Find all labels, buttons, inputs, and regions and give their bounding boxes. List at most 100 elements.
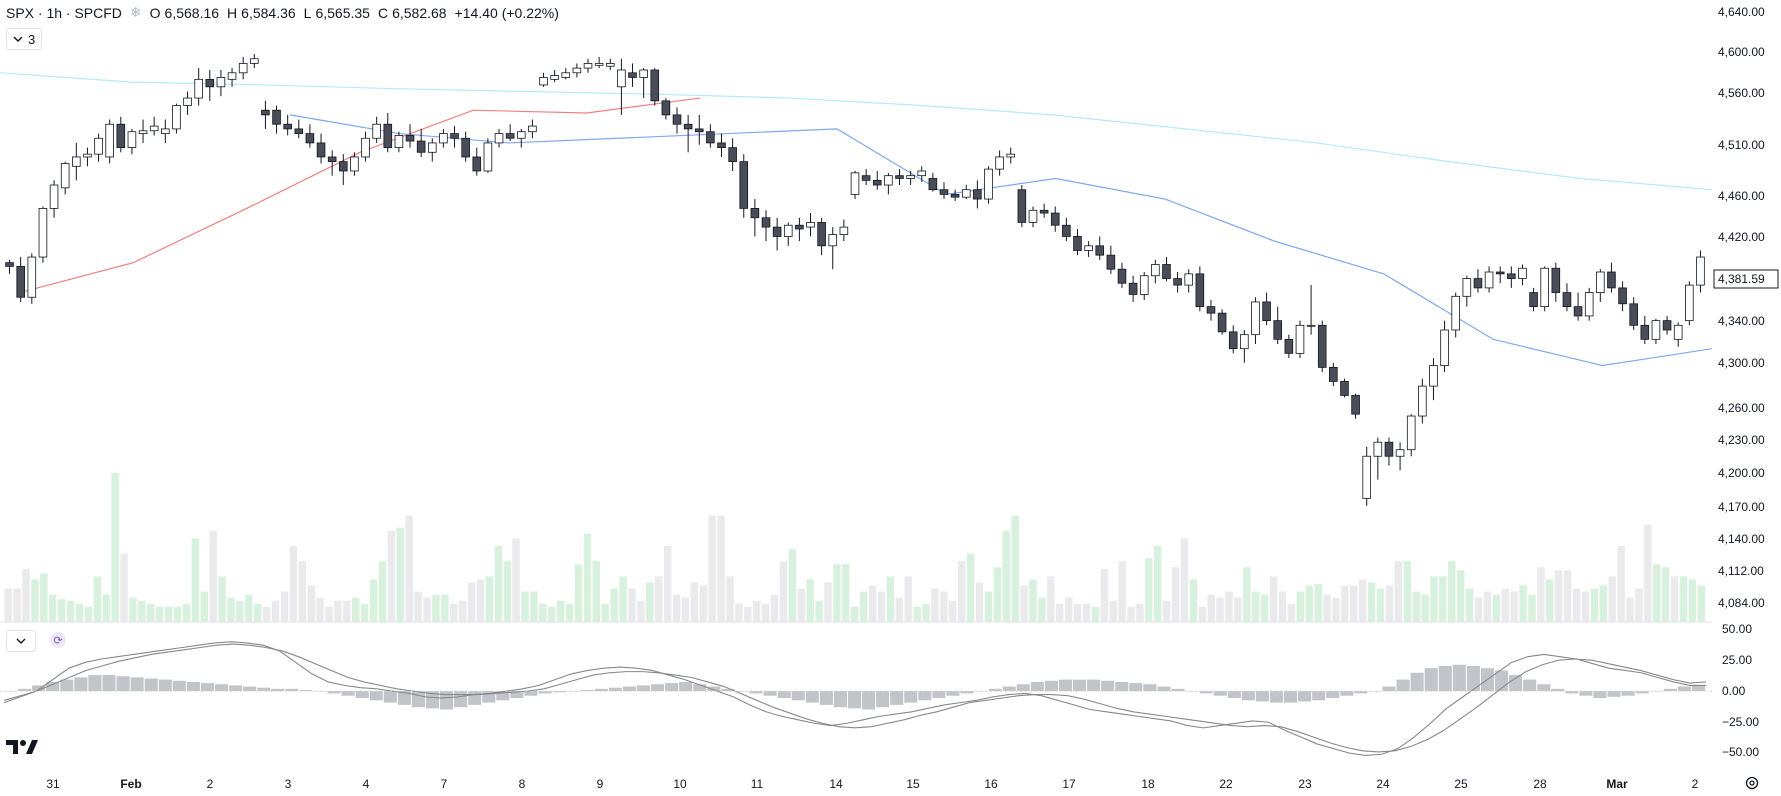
candle-body	[783, 224, 793, 237]
candle	[49, 180, 59, 218]
volume-bar	[628, 588, 636, 622]
candle	[572, 63, 582, 78]
candle-body	[528, 125, 537, 133]
candle-body	[795, 224, 804, 230]
candle-body	[872, 179, 882, 186]
macd-pane-toggle-button[interactable]	[6, 630, 36, 652]
volume-bar	[200, 591, 208, 622]
candle	[806, 213, 815, 237]
price-tick-label: 4,112.00	[1718, 564, 1764, 578]
volume-bar	[984, 591, 993, 622]
macd-hist-bar	[1579, 691, 1593, 696]
volume-bar	[779, 561, 788, 622]
candle-body	[984, 168, 993, 200]
volume-bar	[236, 600, 244, 622]
macd-hist-bar	[1002, 686, 1016, 692]
macd-hist-bar	[1466, 665, 1480, 692]
volume-bar	[1661, 567, 1670, 622]
volume-bar	[1510, 591, 1518, 622]
macd-hist-bar	[904, 691, 918, 703]
candle-body	[394, 135, 404, 149]
candle-body	[661, 100, 671, 116]
time-tick-label: 9	[597, 777, 604, 791]
volume-bar	[111, 473, 119, 622]
volume-bar	[1581, 591, 1590, 622]
macd-hist-bar	[1030, 681, 1044, 692]
volume-bar	[155, 606, 164, 622]
volume-bar	[565, 603, 574, 622]
volume-bar	[209, 530, 217, 622]
macd-hist-bar	[1396, 679, 1410, 692]
settings-icon[interactable]	[1744, 775, 1760, 791]
candle-body	[628, 72, 637, 78]
volume-bar	[57, 599, 66, 622]
volume-bar	[726, 576, 734, 622]
snowflake-icon[interactable]: ❄	[129, 4, 142, 20]
volume-bar	[1189, 579, 1198, 622]
volume-bar	[1599, 585, 1607, 622]
candle-body	[1351, 395, 1360, 415]
candle-body	[973, 189, 982, 200]
candle	[594, 56, 604, 69]
macd-signal-line	[3, 643, 1707, 753]
sma-line	[0, 72, 1713, 191]
sync-icon[interactable]: ⟳	[50, 632, 66, 648]
candle	[750, 199, 760, 237]
candle-body	[1028, 209, 1038, 223]
macd-hist-bar	[102, 675, 116, 692]
volume-bar	[681, 597, 690, 622]
macd-hist-bar	[988, 688, 1002, 692]
volume-bar	[842, 564, 850, 622]
volume-bar	[138, 600, 146, 622]
candle	[316, 133, 326, 164]
candle-body	[1217, 312, 1227, 333]
volume-bar	[851, 606, 859, 622]
candle	[1518, 264, 1527, 286]
moving-averages	[0, 72, 1713, 367]
candle	[27, 253, 37, 304]
macd-hist-bar	[1073, 679, 1087, 692]
candle	[1362, 446, 1372, 506]
candle	[1006, 147, 1016, 164]
volume-bar	[307, 585, 315, 622]
macd-tick-label: 0.00	[1722, 684, 1746, 698]
candle	[1629, 297, 1638, 330]
candle-body	[1384, 441, 1394, 457]
volume-bar	[405, 515, 413, 622]
macd-hist-bar	[1410, 672, 1424, 692]
volume-bar	[343, 600, 351, 622]
candle-body	[27, 256, 37, 298]
volume-bar	[191, 538, 200, 622]
volume-bar	[895, 597, 904, 622]
candle-body	[105, 123, 114, 158]
macd-hist-bar	[693, 684, 707, 692]
candle-body	[617, 69, 626, 88]
indicators-toggle-button[interactable]: 3	[6, 28, 43, 50]
price-tick-label: 4,510.00	[1718, 138, 1765, 152]
candle	[583, 58, 593, 73]
volume-bar	[1341, 585, 1349, 622]
candle-body	[1117, 268, 1127, 284]
candle-body	[405, 135, 415, 142]
volume-bar	[423, 597, 431, 622]
candle	[1317, 320, 1327, 373]
tradingview-logo-icon[interactable]	[6, 738, 38, 756]
candle-body	[1429, 365, 1438, 387]
candle	[1551, 262, 1561, 302]
macd-hist-bar	[805, 691, 819, 703]
candle-body	[1618, 287, 1627, 305]
time-tick-label: Mar	[1606, 777, 1628, 791]
candle-body	[72, 156, 81, 167]
volume-bar	[1020, 585, 1028, 622]
macd-hist-bar	[1269, 691, 1284, 703]
symbol-title[interactable]: SPX · 1h · SPCFD	[6, 4, 122, 21]
candle	[1228, 325, 1238, 354]
volume-bar	[1367, 582, 1376, 622]
volume-bar	[66, 600, 75, 622]
candle-body	[1184, 273, 1194, 286]
candle	[238, 56, 248, 80]
candle-body	[1584, 292, 1594, 317]
candle	[1195, 266, 1205, 312]
candle-body	[1562, 292, 1572, 308]
